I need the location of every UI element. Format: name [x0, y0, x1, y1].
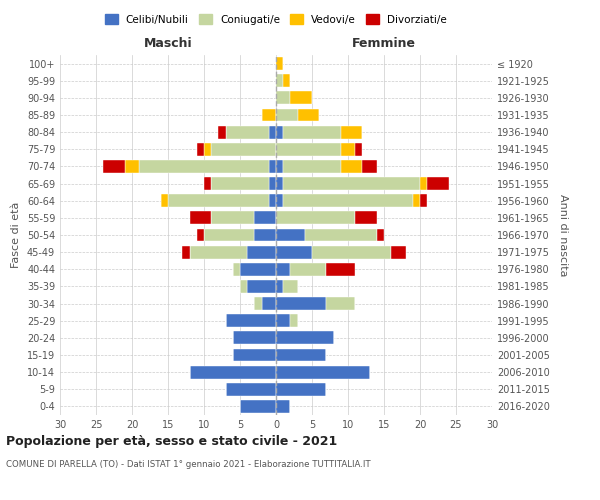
- Bar: [254, 228, 276, 241]
- Text: Maschi: Maschi: [143, 37, 193, 50]
- Bar: [103, 160, 125, 173]
- Legend: Celibi/Nubili, Coniugati/e, Vedovi/e, Divorziati/e: Celibi/Nubili, Coniugati/e, Vedovi/e, Di…: [101, 10, 451, 29]
- Bar: [139, 160, 269, 173]
- Bar: [290, 263, 326, 276]
- Bar: [269, 126, 276, 138]
- Bar: [182, 246, 190, 258]
- Bar: [283, 194, 413, 207]
- Bar: [276, 332, 334, 344]
- Bar: [168, 194, 269, 207]
- Bar: [283, 74, 290, 87]
- Bar: [204, 228, 254, 241]
- Bar: [125, 160, 139, 173]
- Bar: [211, 177, 269, 190]
- Bar: [276, 160, 283, 173]
- Bar: [254, 297, 262, 310]
- Bar: [190, 366, 276, 378]
- Bar: [326, 297, 355, 310]
- Bar: [211, 143, 276, 156]
- Bar: [283, 160, 341, 173]
- Bar: [276, 228, 305, 241]
- Bar: [247, 246, 276, 258]
- Bar: [226, 314, 276, 327]
- Bar: [276, 194, 283, 207]
- Bar: [413, 194, 420, 207]
- Bar: [355, 212, 377, 224]
- Bar: [341, 126, 362, 138]
- Bar: [226, 126, 269, 138]
- Bar: [204, 143, 211, 156]
- Bar: [254, 212, 276, 224]
- Bar: [190, 212, 211, 224]
- Y-axis label: Fasce di età: Fasce di età: [11, 202, 21, 268]
- Bar: [355, 143, 362, 156]
- Bar: [161, 194, 168, 207]
- Bar: [204, 177, 211, 190]
- Bar: [420, 177, 427, 190]
- Bar: [269, 194, 276, 207]
- Bar: [276, 126, 283, 138]
- Bar: [362, 160, 377, 173]
- Bar: [298, 108, 319, 122]
- Text: Popolazione per età, sesso e stato civile - 2021: Popolazione per età, sesso e stato civil…: [6, 435, 337, 448]
- Bar: [240, 280, 247, 293]
- Bar: [276, 263, 290, 276]
- Bar: [290, 92, 312, 104]
- Bar: [341, 160, 362, 173]
- Bar: [427, 177, 449, 190]
- Bar: [276, 177, 283, 190]
- Bar: [341, 143, 355, 156]
- Bar: [276, 246, 312, 258]
- Bar: [276, 366, 370, 378]
- Bar: [226, 383, 276, 396]
- Bar: [197, 143, 204, 156]
- Bar: [276, 57, 283, 70]
- Text: COMUNE DI PARELLA (TO) - Dati ISTAT 1° gennaio 2021 - Elaborazione TUTTITALIA.IT: COMUNE DI PARELLA (TO) - Dati ISTAT 1° g…: [6, 460, 371, 469]
- Bar: [247, 280, 276, 293]
- Bar: [276, 108, 298, 122]
- Bar: [276, 400, 290, 413]
- Bar: [290, 314, 298, 327]
- Bar: [233, 332, 276, 344]
- Bar: [233, 263, 240, 276]
- Bar: [312, 246, 391, 258]
- Bar: [420, 194, 427, 207]
- Bar: [276, 280, 283, 293]
- Bar: [283, 280, 298, 293]
- Bar: [262, 108, 276, 122]
- Bar: [190, 246, 247, 258]
- Bar: [197, 228, 204, 241]
- Text: Femmine: Femmine: [352, 37, 416, 50]
- Bar: [283, 126, 341, 138]
- Y-axis label: Anni di nascita: Anni di nascita: [558, 194, 568, 276]
- Bar: [218, 126, 226, 138]
- Bar: [276, 74, 283, 87]
- Bar: [262, 297, 276, 310]
- Bar: [276, 348, 326, 362]
- Bar: [276, 314, 290, 327]
- Bar: [276, 297, 326, 310]
- Bar: [276, 143, 341, 156]
- Bar: [391, 246, 406, 258]
- Bar: [276, 212, 355, 224]
- Bar: [377, 228, 384, 241]
- Bar: [326, 263, 355, 276]
- Bar: [283, 177, 420, 190]
- Bar: [240, 400, 276, 413]
- Bar: [305, 228, 377, 241]
- Bar: [276, 92, 290, 104]
- Bar: [269, 160, 276, 173]
- Bar: [233, 348, 276, 362]
- Bar: [269, 177, 276, 190]
- Bar: [211, 212, 254, 224]
- Bar: [276, 383, 326, 396]
- Bar: [240, 263, 276, 276]
